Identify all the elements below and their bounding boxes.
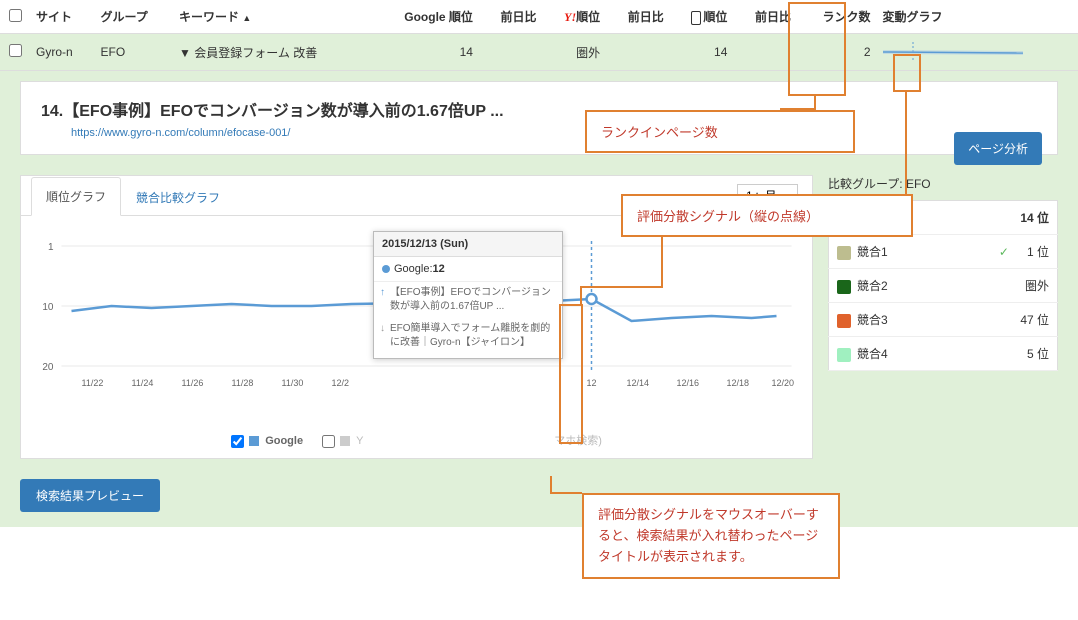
arrow-up-icon: ↑ bbox=[380, 286, 385, 300]
table-row[interactable]: Gyro-n EFO ▼ 会員登録フォーム 改善 14 圏外 14 2 bbox=[0, 34, 1078, 71]
yahoo-logo-icon: Y! bbox=[564, 10, 576, 24]
svg-text:12/16: 12/16 bbox=[677, 378, 700, 388]
compare-rank: ✓1 位 bbox=[950, 235, 1057, 269]
color-swatch-icon bbox=[837, 246, 851, 260]
color-swatch-icon bbox=[837, 314, 851, 328]
compare-rank: 圏外 bbox=[950, 269, 1057, 303]
cell-group: EFO bbox=[95, 34, 174, 71]
legend-swatch-icon bbox=[340, 436, 350, 446]
col-site[interactable]: サイト bbox=[30, 0, 95, 34]
tooltip-rank-row: Google:12 bbox=[374, 257, 562, 282]
check-icon: ✓ bbox=[999, 245, 1009, 259]
legend-google-checkbox[interactable] bbox=[231, 435, 244, 448]
col-mobile-rank[interactable]: 順位 bbox=[670, 0, 734, 34]
svg-text:20: 20 bbox=[42, 362, 54, 373]
cell-yahoo-rank: 圏外 bbox=[543, 34, 607, 71]
chart-legend: Google Y マホ検索) bbox=[21, 426, 812, 458]
chart-tooltip: 2015/12/13 (Sun) Google:12 ↑ 【EFO事例】EFOで… bbox=[373, 231, 563, 359]
svg-text:11/28: 11/28 bbox=[232, 378, 254, 388]
tab-rank-graph[interactable]: 順位グラフ bbox=[31, 177, 121, 216]
compare-rank: 14 位 bbox=[950, 201, 1057, 235]
callout-signal-vertical: 評価分散シグナル（縦の点線） bbox=[621, 194, 913, 237]
callout-rankin-pages: ランクインページ数 bbox=[585, 110, 855, 153]
col-google-rank[interactable]: Google 順位 bbox=[372, 0, 479, 34]
col-prev3[interactable]: 前日比 bbox=[733, 0, 797, 34]
tooltip-signal-down: ↓ EFO簡単導入でフォーム離脱を劇的に改善｜Gyro-n【ジャイロン】 bbox=[374, 318, 562, 358]
callout-connector bbox=[582, 286, 663, 288]
chart-section: 順位グラフ 競合比較グラフ 1ヶ月 1 10 20 bbox=[0, 175, 1078, 479]
svg-text:12/14: 12/14 bbox=[627, 378, 650, 388]
color-swatch-icon bbox=[837, 348, 851, 362]
compare-name: 競合1 bbox=[829, 235, 951, 269]
results-table: サイト グループ キーワード ▲ Google 順位 前日比 Y!順位 前日比 … bbox=[0, 0, 1078, 71]
tooltip-signal-up: ↑ 【EFO事例】EFOでコンバージョン数が導入前の1.67倍UP ... bbox=[374, 282, 562, 318]
compare-row[interactable]: 競合2圏外 bbox=[829, 269, 1058, 303]
series-dot-icon bbox=[382, 265, 390, 273]
callout-connector bbox=[550, 476, 552, 494]
cell-keyword: ▼ 会員登録フォーム 改善 bbox=[173, 34, 372, 71]
mobile-icon bbox=[691, 10, 703, 24]
compare-rank: 47 位 bbox=[950, 303, 1057, 337]
cell-site: Gyro-n bbox=[30, 34, 95, 71]
col-keyword[interactable]: キーワード ▲ bbox=[173, 0, 372, 34]
col-group[interactable]: グループ bbox=[95, 0, 174, 34]
detail-url[interactable]: https://www.gyro-n.com/column/efocase-00… bbox=[71, 127, 1037, 139]
detail-panel: 14.【EFO事例】EFOでコンバージョン数が導入前の1.67倍UP ... h… bbox=[0, 71, 1078, 175]
color-swatch-icon bbox=[837, 280, 851, 294]
callout-connector bbox=[552, 492, 582, 494]
compare-row[interactable]: 競合347 位 bbox=[829, 303, 1058, 337]
col-yahoo-rank[interactable]: Y!順位 bbox=[543, 0, 607, 34]
compare-rank: 5 位 bbox=[950, 337, 1057, 371]
col-prev1[interactable]: 前日比 bbox=[479, 0, 543, 34]
cell-google-rank: 14 bbox=[372, 34, 479, 71]
svg-text:1: 1 bbox=[48, 242, 54, 253]
page-analyze-button[interactable]: ページ分析 bbox=[954, 132, 1042, 165]
detail-card: 14.【EFO事例】EFOでコンバージョン数が導入前の1.67倍UP ... h… bbox=[20, 81, 1058, 155]
chart-body: 1 10 20 11/22 11/24 11/26 11/28 11/30 12… bbox=[21, 216, 812, 426]
sparkline-icon bbox=[883, 40, 1023, 64]
compare-row[interactable]: 競合45 位 bbox=[829, 337, 1058, 371]
cell-rank-count: 2 bbox=[797, 34, 877, 71]
compare-title: 比較グループ: EFO bbox=[828, 175, 1058, 192]
svg-text:11/22: 11/22 bbox=[82, 378, 104, 388]
legend-yahoo-checkbox[interactable] bbox=[322, 435, 335, 448]
sort-asc-icon: ▲ bbox=[242, 13, 251, 23]
arrow-down-icon: ↓ bbox=[380, 322, 385, 336]
detail-title: 14.【EFO事例】EFOでコンバージョン数が導入前の1.67倍UP ... bbox=[41, 97, 1037, 121]
search-preview-button[interactable]: 検索結果プレビュー bbox=[20, 479, 160, 512]
legend-mobile[interactable]: マホ検索) bbox=[554, 435, 602, 447]
callout-connector bbox=[580, 286, 582, 304]
svg-text:12: 12 bbox=[587, 378, 597, 388]
callout-signal-hover: 評価分散シグナルをマウスオーバーすると、検索結果が入れ替わったページタイトルが表… bbox=[582, 493, 840, 579]
svg-text:11/24: 11/24 bbox=[132, 378, 154, 388]
cell-trend bbox=[877, 34, 1078, 71]
svg-text:10: 10 bbox=[42, 302, 54, 313]
callout-connector bbox=[905, 92, 907, 194]
tab-competitor-graph[interactable]: 競合比較グラフ bbox=[121, 178, 235, 216]
col-prev2[interactable]: 前日比 bbox=[606, 0, 670, 34]
compare-name: 競合3 bbox=[829, 303, 951, 337]
select-all-checkbox[interactable] bbox=[9, 9, 22, 22]
svg-text:12/18: 12/18 bbox=[727, 378, 750, 388]
compare-name: 競合2 bbox=[829, 269, 951, 303]
cell-mobile-rank: 14 bbox=[670, 34, 734, 71]
compare-row[interactable]: 競合1✓1 位 bbox=[829, 235, 1058, 269]
col-trend[interactable]: 変動グラフ bbox=[877, 0, 1078, 34]
legend-google[interactable]: Google bbox=[231, 435, 306, 447]
col-rank-count[interactable]: ランク数 bbox=[797, 0, 877, 34]
row-checkbox[interactable] bbox=[9, 44, 22, 57]
cell-prev3 bbox=[733, 34, 797, 71]
legend-yahoo[interactable]: Y bbox=[322, 435, 366, 447]
cell-prev2 bbox=[606, 34, 670, 71]
compare-name: 競合4 bbox=[829, 337, 951, 371]
cell-prev1 bbox=[479, 34, 543, 71]
svg-text:12/2: 12/2 bbox=[332, 378, 350, 388]
tooltip-date: 2015/12/13 (Sun) bbox=[374, 232, 562, 257]
svg-text:12/20: 12/20 bbox=[772, 378, 795, 388]
legend-swatch-icon bbox=[249, 436, 259, 446]
svg-text:11/26: 11/26 bbox=[182, 378, 204, 388]
svg-text:11/30: 11/30 bbox=[282, 378, 304, 388]
